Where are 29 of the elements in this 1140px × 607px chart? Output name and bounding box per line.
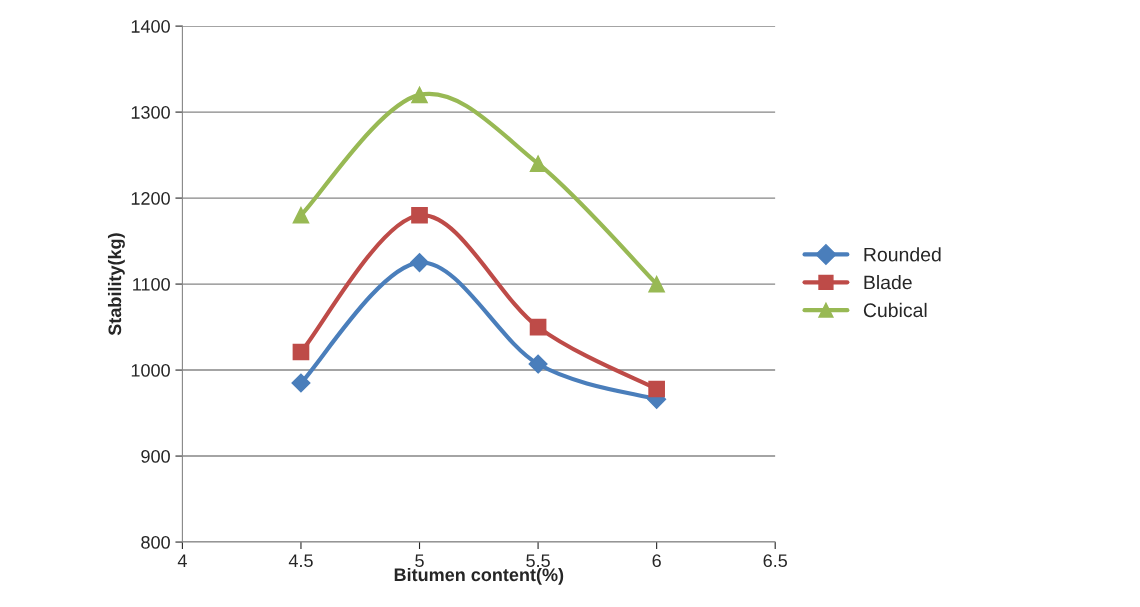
y-tick-label: 1100 [133,278,170,291]
legend-label: Rounded [864,247,941,262]
legend-label: Cubical [863,302,927,318]
y-tick-label: 1300 [131,106,170,119]
x-tick-label: 4 [177,554,187,567]
point [292,343,310,361]
legend-label: Blade [864,275,912,290]
x-tick-label: 6.5 [763,554,787,568]
point [648,380,665,398]
point [292,206,310,224]
point [291,373,311,393]
y-axis-title: Stability(kg) [107,233,125,336]
x-tick-label: 4.5 [288,554,313,568]
point [411,206,428,224]
x-tick-label: 6 [652,554,661,568]
x-tick-label: 5 [415,554,424,568]
y-tick-label: 1000 [131,364,170,377]
x-axis-title: Bitumen content(%) [394,567,564,585]
y-tick-label: 1400 [131,20,170,33]
point [528,354,548,374]
y-tick-label: 800 [141,535,170,549]
y-tick-label: 900 [141,449,170,463]
point [411,86,428,104]
point [648,275,665,293]
point [529,155,547,173]
x-tick-label: 5.5 [526,554,550,568]
y-tick-label: 1200 [131,192,170,205]
point [529,318,547,336]
point [409,253,430,273]
